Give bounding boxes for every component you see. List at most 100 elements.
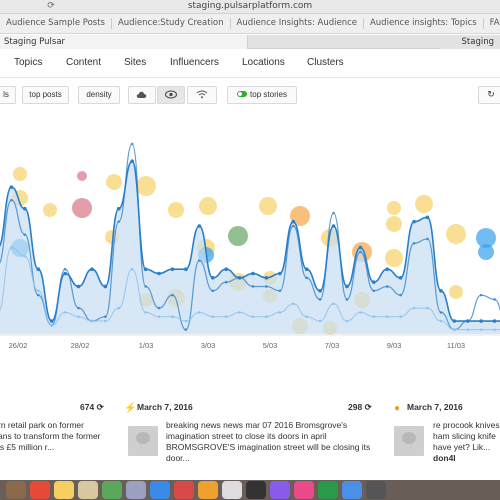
post-thumbnail[interactable] xyxy=(128,426,158,456)
data-point[interactable] xyxy=(117,306,121,310)
data-point[interactable] xyxy=(184,267,188,271)
data-point[interactable] xyxy=(224,315,228,319)
data-point[interactable] xyxy=(10,246,13,249)
data-point[interactable] xyxy=(171,293,174,297)
app-store-icon[interactable] xyxy=(150,481,170,499)
data-point[interactable] xyxy=(412,306,416,310)
data-point[interactable] xyxy=(278,311,282,314)
data-point[interactable] xyxy=(251,285,255,288)
story-bubble[interactable] xyxy=(106,174,122,190)
story-bubble[interactable] xyxy=(386,216,402,232)
dock-app-icon[interactable] xyxy=(6,481,26,499)
data-point[interactable] xyxy=(479,319,483,323)
data-point[interactable] xyxy=(345,284,349,289)
data-point[interactable] xyxy=(9,185,14,189)
contacts-icon[interactable] xyxy=(78,481,98,499)
data-point[interactable] xyxy=(345,319,349,323)
clock-icon[interactable] xyxy=(246,481,266,499)
data-point[interactable] xyxy=(452,319,457,323)
story-bubble[interactable] xyxy=(478,244,494,260)
reload-icon[interactable]: ⟳ xyxy=(47,1,55,11)
data-point[interactable] xyxy=(385,285,389,288)
notes-icon[interactable] xyxy=(54,481,74,499)
dock-app-icon[interactable] xyxy=(270,481,290,499)
data-point[interactable] xyxy=(278,271,282,276)
dock-app-icon[interactable] xyxy=(366,481,386,499)
data-point[interactable] xyxy=(63,271,67,276)
data-point[interactable] xyxy=(36,267,41,271)
data-point[interactable] xyxy=(130,159,135,163)
data-point[interactable] xyxy=(104,315,107,319)
data-point[interactable] xyxy=(291,302,295,306)
data-point[interactable] xyxy=(238,276,241,280)
data-point[interactable] xyxy=(304,267,309,271)
data-point[interactable] xyxy=(278,289,282,293)
data-point[interactable] xyxy=(63,311,67,314)
data-point[interactable] xyxy=(492,319,497,323)
data-point[interactable] xyxy=(36,289,40,293)
data-point[interactable] xyxy=(211,289,215,293)
data-point[interactable] xyxy=(359,250,362,254)
story-bubble[interactable] xyxy=(387,201,401,215)
data-point[interactable] xyxy=(264,276,269,280)
data-point[interactable] xyxy=(371,280,376,284)
data-point[interactable] xyxy=(425,215,430,220)
data-point[interactable] xyxy=(251,315,255,319)
data-point[interactable] xyxy=(224,267,228,271)
story-bubble[interactable] xyxy=(446,224,466,244)
nav-influencers[interactable]: Influencers xyxy=(170,57,219,68)
story-bubble[interactable] xyxy=(259,197,277,215)
wifi-button[interactable] xyxy=(187,86,217,104)
numbers-icon[interactable] xyxy=(102,481,122,499)
story-bubble[interactable] xyxy=(476,228,496,248)
data-point[interactable] xyxy=(359,311,362,314)
data-point[interactable] xyxy=(77,315,80,319)
data-point[interactable] xyxy=(77,306,80,310)
data-point[interactable] xyxy=(345,298,349,301)
nav-clusters[interactable]: Clusters xyxy=(307,57,344,68)
story-bubble[interactable] xyxy=(290,206,310,226)
post-card[interactable]: re procook knives ham slicing knife have… xyxy=(433,420,500,464)
data-point[interactable] xyxy=(412,219,416,224)
data-point[interactable] xyxy=(479,293,483,297)
data-point[interactable] xyxy=(144,285,147,288)
data-point[interactable] xyxy=(171,315,174,319)
data-point[interactable] xyxy=(198,259,201,262)
volume-chart[interactable]: 26/02 28/02 1/03 3/03 5/03 7/03 9/03 11/03 xyxy=(0,112,500,362)
density-button[interactable]: density xyxy=(78,86,120,104)
data-point[interactable] xyxy=(90,267,94,271)
data-point[interactable] xyxy=(291,219,296,224)
data-point[interactable] xyxy=(358,245,363,250)
data-point[interactable] xyxy=(23,233,27,236)
toolbar-button[interactable]: ls xyxy=(0,86,16,104)
data-point[interactable] xyxy=(157,306,161,310)
data-point[interactable] xyxy=(305,276,308,280)
data-point[interactable] xyxy=(170,267,175,271)
data-point[interactable] xyxy=(426,237,429,241)
top-posts-button[interactable]: top posts xyxy=(22,86,69,104)
data-point[interactable] xyxy=(103,284,108,289)
eye-button[interactable] xyxy=(157,86,185,104)
data-point[interactable] xyxy=(332,302,335,306)
data-point[interactable] xyxy=(372,289,376,293)
data-point[interactable] xyxy=(399,293,402,297)
data-point[interactable] xyxy=(23,206,27,211)
story-bubble[interactable] xyxy=(77,171,87,181)
post-card[interactable]: breaking news news mar 07 2016 Bromsgrov… xyxy=(166,420,376,464)
browser-tab[interactable]: Staging Pulsar xyxy=(440,35,500,61)
data-point[interactable] xyxy=(426,306,429,310)
bookmark[interactable]: FACE-Pulsar Stack xyxy=(484,18,500,29)
data-point[interactable] xyxy=(385,315,389,319)
data-point[interactable] xyxy=(439,311,443,314)
story-bubble[interactable] xyxy=(43,203,57,217)
story-bubble[interactable] xyxy=(72,198,92,218)
data-point[interactable] xyxy=(23,254,27,258)
data-point[interactable] xyxy=(157,271,161,276)
photos-icon[interactable] xyxy=(222,481,242,499)
data-point[interactable] xyxy=(224,280,228,284)
story-bubble[interactable] xyxy=(449,285,463,299)
story-bubble[interactable] xyxy=(385,249,403,267)
data-point[interactable] xyxy=(251,271,255,276)
data-point[interactable] xyxy=(184,319,188,323)
data-point[interactable] xyxy=(439,319,443,323)
